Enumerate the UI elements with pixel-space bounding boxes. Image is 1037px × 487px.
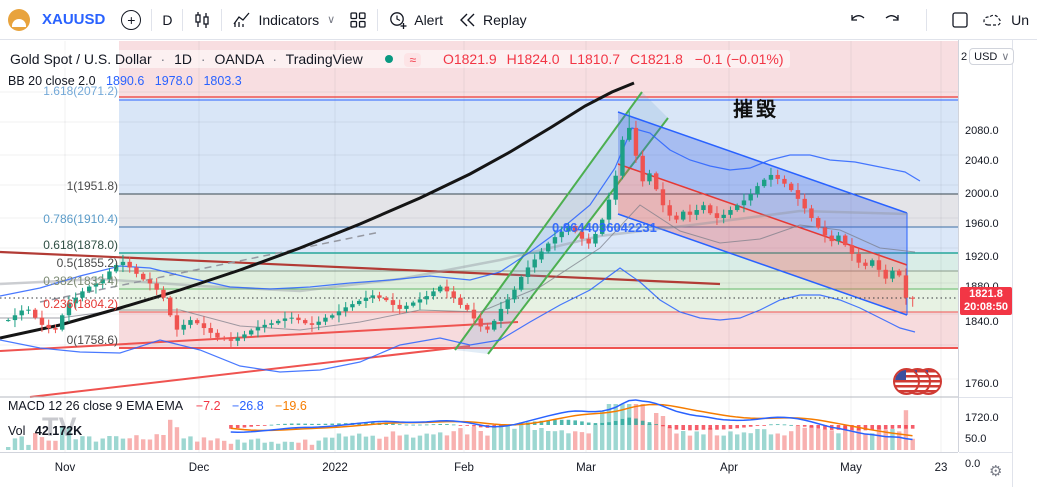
grid-layout-icon [350, 11, 366, 28]
fib-label-0[interactable]: 0(1758.6) [66, 333, 118, 347]
fib-label-1618[interactable]: 1.618(2071.2) [43, 84, 118, 98]
price-tick: 1720.0 [965, 412, 999, 424]
pane-separator[interactable] [959, 397, 1013, 398]
fib-label-1[interactable]: 1(1951.8) [66, 179, 118, 193]
bb-label: BB 20 close 2.0 [8, 74, 96, 88]
macd-indicator-legend[interactable]: MACD 12 26 close 9 EMA EMA −7.2 −26.8 −1… [8, 399, 307, 413]
bb-basis-value: 1890.6 [106, 74, 145, 88]
bar-countdown: 20:08:50 [963, 301, 1009, 313]
main-chart-canvas[interactable] [0, 0, 958, 487]
price-axis[interactable]: 2 USD ∨ 2080.0 2040.0 2000.0 1960.0 1920… [958, 40, 1015, 480]
top-toolbar: XAUUSD + D Indicators ∨ [0, 0, 1037, 40]
currency-label: USD [974, 50, 998, 63]
cloud-save-label: Un [1011, 11, 1029, 28]
price-tick: 1840.0 [965, 316, 999, 328]
legend-brand: TradingView [285, 51, 363, 67]
axis-separator [959, 452, 1013, 453]
chevron-down-icon: ∨ [327, 14, 336, 26]
time-tick: Feb [454, 462, 474, 474]
symbol-add-icon[interactable]: + [121, 9, 142, 30]
last-price-value: 1821.8 [969, 288, 1003, 300]
toolbar-separator [377, 8, 379, 31]
replay-button[interactable]: Replay [459, 12, 527, 28]
price-tick: 1760.0 [965, 378, 999, 390]
bb-lower-value: 1803.3 [203, 74, 242, 88]
fib-label-0786[interactable]: 0.786(1910.4) [43, 212, 118, 226]
alert-button[interactable]: Alert [388, 10, 443, 30]
macd-tick: 0.0 [965, 458, 981, 470]
toolbar-separator [221, 8, 223, 31]
symbol-button[interactable]: XAUUSD [8, 8, 106, 31]
macd-signal-value: −19.6 [275, 399, 307, 413]
time-tick: Apr [720, 462, 738, 474]
legend-interval: 1D [174, 51, 192, 67]
indicators-label: Indicators [258, 11, 320, 28]
bb-upper-value: 1978.0 [154, 74, 193, 88]
usa-flag-icon [893, 368, 920, 395]
settings-gear-icon[interactable]: ⚙ [989, 463, 1003, 480]
layout-grid-button[interactable] [349, 11, 367, 29]
alert-clock-icon [390, 11, 407, 29]
approx-badge: ≈ [404, 53, 422, 67]
broker-logo-icon [8, 8, 30, 31]
interval-button[interactable]: D [162, 11, 173, 28]
chart-style-button[interactable] [193, 11, 211, 29]
volume-value: 42.172K [34, 424, 83, 438]
time-axis[interactable]: Nov Dec 2022 Feb Mar Apr May 23 [0, 452, 958, 487]
currency-dropdown[interactable]: USD ∨ [969, 48, 1015, 65]
indicators-icon [233, 12, 250, 27]
toolbar-separator [926, 8, 928, 31]
macd-label: MACD 12 26 close 9 EMA EMA [8, 399, 183, 413]
market-status-dot [384, 55, 393, 63]
time-tick: Dec [188, 462, 210, 474]
symbol-name[interactable]: XAUUSD [42, 11, 106, 28]
undo-icon[interactable] [848, 12, 868, 28]
channel-level-annotation[interactable]: 0.8644036042231 [552, 220, 657, 235]
price-tick: 2000.0 [965, 188, 999, 200]
fullscreen-square-icon[interactable] [951, 11, 969, 29]
toolbar-separator [182, 8, 184, 31]
last-price-tag: 1821.8 20:08:50 [960, 287, 1012, 315]
alert-label: Alert [414, 11, 444, 28]
volume-label: Vol [8, 424, 26, 438]
macd-tick: 50.0 [965, 433, 987, 445]
price-tick: 1920.0 [965, 251, 999, 263]
time-tick: 23 [934, 462, 948, 474]
bb-indicator-legend[interactable]: BB 20 close 2.0 1890.6 1978.0 1803.3 [8, 74, 242, 88]
fib-label-0618[interactable]: 0.618(1878.0) [43, 238, 118, 252]
tradingview-watermark: TV [42, 412, 77, 442]
right-gutter [1012, 40, 1037, 487]
replay-label: Replay [483, 11, 527, 28]
price-tick: 1960.0 [965, 218, 999, 230]
macd-hist-value: −7.2 [195, 399, 221, 413]
time-tick: May [840, 462, 862, 474]
cloud-save-button[interactable]: Un [983, 12, 1029, 28]
price-tick: 2040.0 [965, 155, 999, 167]
macd-line-value: −26.8 [232, 399, 264, 413]
redo-icon[interactable] [882, 12, 902, 28]
fib-label-0236[interactable]: 0.236(1804.2) [43, 297, 118, 311]
candlestick-icon [195, 11, 210, 28]
axis-prefix: 2 [961, 50, 968, 63]
change-value: −0.1 (−0.01%) [694, 51, 784, 67]
price-tick: 2080.0 [965, 125, 999, 137]
cloud-icon [983, 14, 1002, 26]
time-tick: 2022 [322, 462, 348, 474]
volume-indicator-legend[interactable]: Vol 42.172K [8, 424, 82, 438]
symbol-legend[interactable]: Gold Spot / U.S. Dollar · 1D · OANDA · T… [8, 50, 790, 68]
time-tick: Mar [576, 462, 596, 474]
replay-rewind-icon [460, 13, 475, 26]
fib-label-0382[interactable]: 0.382(1832.4) [43, 274, 118, 288]
chevron-down-icon: ∨ [1001, 51, 1010, 63]
toolbar-separator [151, 8, 153, 31]
fib-label-05[interactable]: 0.5(1855.2) [56, 256, 118, 270]
time-tick: Nov [54, 462, 76, 474]
legend-exchange: OANDA [214, 51, 264, 67]
legend-title: Gold Spot / U.S. Dollar [10, 51, 152, 67]
chinese-annotation[interactable]: 摧毀 [733, 99, 779, 121]
usa-flags-logo [893, 368, 943, 396]
ohlc-values: O1821.9 H1824.0 L1810.7 C1821.8 −0.1 (−0… [442, 51, 784, 67]
indicators-button[interactable]: Indicators ∨ [232, 11, 335, 29]
